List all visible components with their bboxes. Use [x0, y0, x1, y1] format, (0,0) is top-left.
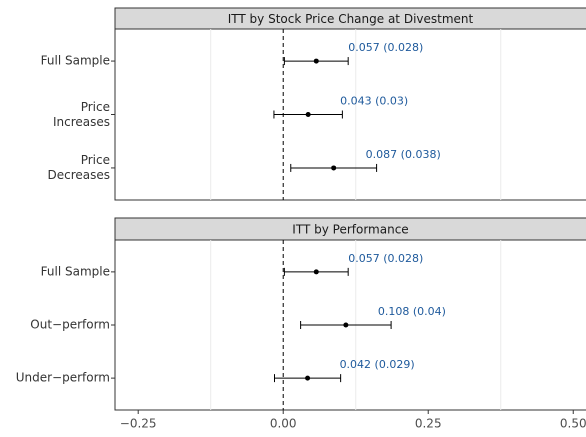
y-tick-label: Full Sample [40, 264, 110, 279]
value-label: 0.057 (0.028) [348, 41, 423, 54]
value-label: 0.087 (0.038) [366, 148, 441, 161]
point [313, 58, 319, 64]
x-tick-label: −0.25 [120, 417, 157, 431]
y-tick-label: Price Increases [52, 99, 110, 129]
point [305, 375, 311, 381]
x-tick-label: 0.25 [415, 417, 442, 431]
y-tick-label: Under−perform [15, 370, 110, 385]
point [331, 165, 337, 171]
value-label: 0.043 (0.03) [340, 95, 408, 108]
value-label: 0.057 (0.028) [348, 252, 423, 265]
panel-title: ITT by Stock Price Change at Divestment [228, 12, 474, 26]
value-label: 0.042 (0.029) [340, 358, 415, 371]
point [305, 112, 311, 117]
x-tick-label: 0.50 [560, 417, 586, 431]
y-tick-label: Full Sample [40, 53, 110, 68]
point [313, 269, 319, 275]
point [343, 322, 349, 328]
panel-title: ITT by Performance [292, 223, 408, 237]
value-label: 0.108 (0.04) [378, 305, 446, 318]
panel [114, 28, 586, 201]
y-tick-label: Out−perform [30, 317, 110, 332]
y-tick-label: Price Decreases [47, 152, 110, 182]
x-tick-label: 0.00 [270, 417, 297, 431]
